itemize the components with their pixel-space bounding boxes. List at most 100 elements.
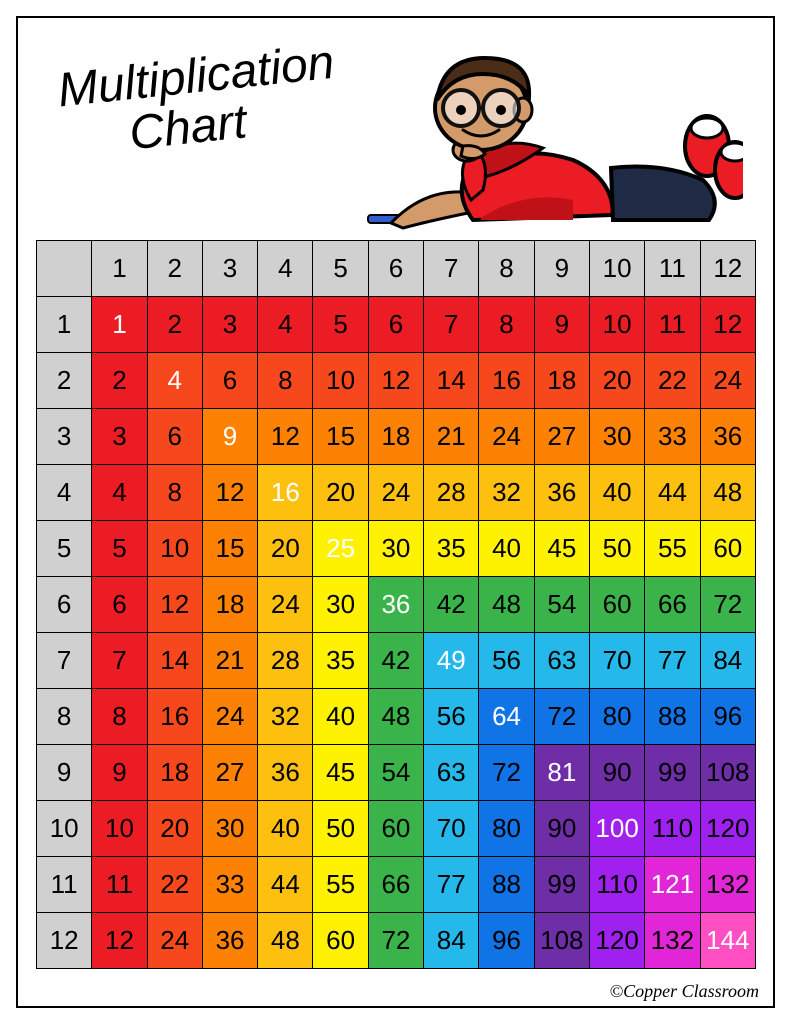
header-corner	[37, 241, 92, 297]
table-cell: 36	[368, 577, 423, 633]
table-cell: 16	[479, 353, 534, 409]
table-cell: 90	[534, 801, 589, 857]
table-cell: 121	[645, 857, 700, 913]
table-cell: 50	[313, 801, 368, 857]
table-cell: 45	[313, 745, 368, 801]
table-cell: 35	[313, 633, 368, 689]
table-cell: 100	[589, 801, 644, 857]
table-cell: 42	[424, 577, 479, 633]
row-header: 6	[37, 577, 92, 633]
col-header: 7	[424, 241, 479, 297]
table-cell: 99	[645, 745, 700, 801]
table-cell: 44	[258, 857, 313, 913]
table-cell: 5	[92, 521, 147, 577]
table-cell: 16	[258, 465, 313, 521]
table-cell: 15	[313, 409, 368, 465]
table-cell: 16	[147, 689, 202, 745]
table-cell: 90	[589, 745, 644, 801]
table-cell: 33	[202, 857, 257, 913]
table-cell: 108	[700, 745, 755, 801]
table-cell: 30	[313, 577, 368, 633]
row-header: 10	[37, 801, 92, 857]
table-cell: 96	[479, 913, 534, 969]
table-cell: 18	[147, 745, 202, 801]
table-cell: 56	[479, 633, 534, 689]
table-cell: 60	[589, 577, 644, 633]
table-cell: 49	[424, 633, 479, 689]
table-cell: 27	[202, 745, 257, 801]
table-cell: 24	[700, 353, 755, 409]
table-cell: 7	[92, 633, 147, 689]
table-cell: 84	[424, 913, 479, 969]
table-cell: 63	[424, 745, 479, 801]
table-cell: 48	[368, 689, 423, 745]
col-header: 6	[368, 241, 423, 297]
row-header: 1	[37, 297, 92, 353]
table-cell: 88	[645, 689, 700, 745]
table-cell: 44	[645, 465, 700, 521]
table-cell: 33	[645, 409, 700, 465]
table-cell: 36	[700, 409, 755, 465]
table-cell: 11	[92, 857, 147, 913]
table-cell: 12	[700, 297, 755, 353]
multiplication-table-wrap: 1234567891011121123456789101112224681012…	[36, 240, 756, 969]
table-cell: 72	[368, 913, 423, 969]
table-cell: 144	[700, 913, 755, 969]
table-cell: 132	[645, 913, 700, 969]
table-cell: 21	[424, 409, 479, 465]
table-cell: 4	[92, 465, 147, 521]
table-cell: 48	[258, 913, 313, 969]
row-header: 5	[37, 521, 92, 577]
table-cell: 6	[202, 353, 257, 409]
table-cell: 72	[479, 745, 534, 801]
table-cell: 12	[202, 465, 257, 521]
table-cell: 12	[258, 409, 313, 465]
table-cell: 25	[313, 521, 368, 577]
table-cell: 60	[700, 521, 755, 577]
table-cell: 2	[92, 353, 147, 409]
table-cell: 35	[424, 521, 479, 577]
table-cell: 66	[645, 577, 700, 633]
table-cell: 42	[368, 633, 423, 689]
row-header: 11	[37, 857, 92, 913]
table-cell: 120	[700, 801, 755, 857]
table-cell: 81	[534, 745, 589, 801]
table-cell: 4	[258, 297, 313, 353]
table-cell: 8	[258, 353, 313, 409]
table-cell: 11	[645, 297, 700, 353]
table-cell: 20	[589, 353, 644, 409]
col-header: 12	[700, 241, 755, 297]
table-cell: 54	[534, 577, 589, 633]
table-cell: 60	[368, 801, 423, 857]
table-cell: 32	[258, 689, 313, 745]
col-header: 3	[202, 241, 257, 297]
table-cell: 48	[479, 577, 534, 633]
table-cell: 28	[258, 633, 313, 689]
table-cell: 9	[534, 297, 589, 353]
table-cell: 55	[645, 521, 700, 577]
table-cell: 28	[424, 465, 479, 521]
table-cell: 24	[147, 913, 202, 969]
table-cell: 9	[202, 409, 257, 465]
table-cell: 10	[313, 353, 368, 409]
col-header: 2	[147, 241, 202, 297]
table-cell: 80	[589, 689, 644, 745]
table-cell: 12	[368, 353, 423, 409]
table-cell: 108	[534, 913, 589, 969]
table-cell: 7	[424, 297, 479, 353]
table-cell: 22	[147, 857, 202, 913]
table-cell: 72	[700, 577, 755, 633]
row-header: 12	[37, 913, 92, 969]
table-cell: 15	[202, 521, 257, 577]
table-cell: 21	[202, 633, 257, 689]
table-cell: 48	[700, 465, 755, 521]
table-cell: 50	[589, 521, 644, 577]
table-cell: 4	[147, 353, 202, 409]
table-cell: 27	[534, 409, 589, 465]
table-cell: 6	[368, 297, 423, 353]
col-header: 4	[258, 241, 313, 297]
row-header: 9	[37, 745, 92, 801]
table-cell: 36	[258, 745, 313, 801]
table-cell: 80	[479, 801, 534, 857]
table-cell: 30	[589, 409, 644, 465]
